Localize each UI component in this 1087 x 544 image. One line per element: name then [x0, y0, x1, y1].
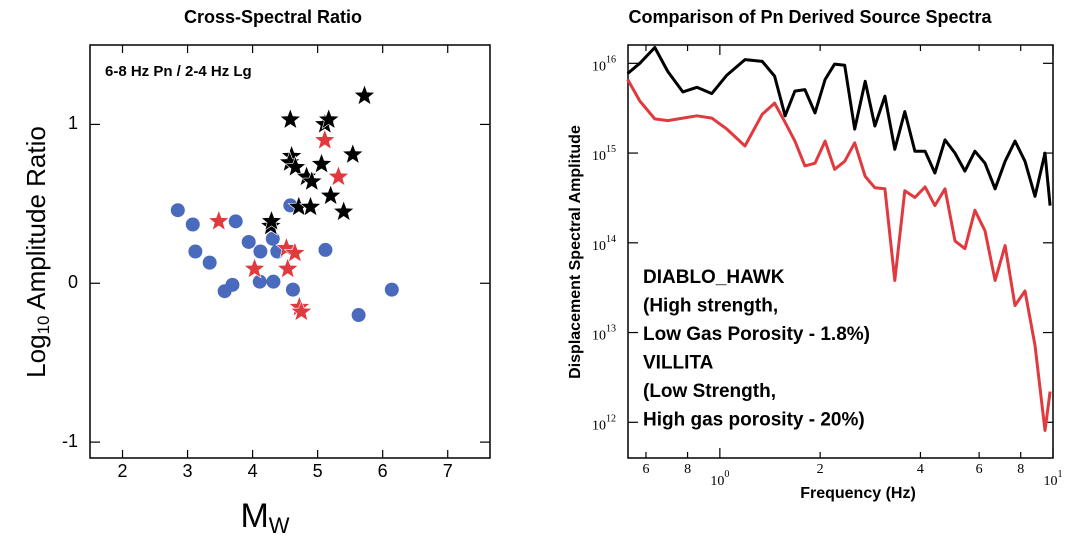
tick-label-exponent: 14 — [606, 234, 616, 245]
point — [313, 128, 337, 150]
point — [299, 195, 322, 217]
point — [318, 242, 333, 257]
x-axis-label-part: W — [269, 513, 290, 538]
point — [266, 274, 281, 289]
point — [310, 152, 333, 174]
tick-label-base: 2 — [817, 462, 824, 477]
point — [276, 257, 300, 279]
point — [228, 214, 243, 229]
point — [188, 244, 203, 259]
legend-label: VILLITA — [643, 353, 714, 374]
point — [253, 244, 268, 259]
x-axis-label: MW — [240, 497, 289, 538]
point — [317, 107, 341, 130]
tick-label-base: 10 — [710, 474, 724, 489]
tick-label-base: 10 — [592, 419, 606, 434]
point — [351, 308, 366, 323]
point — [319, 184, 342, 206]
x-tick-label: 6 — [976, 462, 983, 477]
point — [260, 209, 283, 231]
point — [332, 199, 355, 222]
line — [626, 78, 1052, 432]
x-tick-label: 4 — [917, 462, 924, 477]
x-tick-label: 2 — [118, 461, 128, 481]
y-tick-label: 1012 — [592, 414, 616, 434]
point — [279, 107, 302, 130]
x-tick-label: 3 — [183, 461, 193, 481]
x-tick-label: 6 — [642, 462, 649, 477]
legend-label: DIABLO_HAWK — [643, 267, 785, 288]
x-tick-label: 101 — [1043, 469, 1062, 489]
point — [243, 257, 266, 279]
tick-label-base: 4 — [917, 462, 924, 477]
y-axis-label: Log10 Amplitude Ratio — [21, 126, 54, 378]
x-tick-label: 2 — [817, 462, 824, 477]
tick-label-base: 10 — [592, 60, 606, 75]
x-axis-label-part: M — [240, 497, 268, 535]
point — [290, 300, 313, 322]
point — [252, 274, 267, 289]
y-tick-label: 1014 — [592, 234, 616, 254]
y-tick-label: 0 — [68, 272, 78, 292]
tick-label-base: 6 — [976, 462, 983, 477]
point — [241, 234, 256, 249]
tick-label-base: 10 — [1043, 474, 1057, 489]
point — [327, 164, 350, 187]
y-axis-label-part: Amplitude Ratio — [21, 126, 51, 315]
y-tick-label: 1015 — [592, 144, 616, 164]
x-tick-label: 7 — [443, 461, 453, 481]
tick-label-base: 10 — [592, 329, 606, 344]
point — [207, 209, 231, 231]
chart-title: Cross-Spectral Ratio — [184, 7, 362, 27]
legend-description: Low Gas Porosity - 1.8%) — [643, 324, 870, 345]
x-tick-label: 6 — [378, 461, 388, 481]
y-axis-label-part: Log — [21, 334, 51, 377]
y-tick-label: 1016 — [592, 55, 616, 75]
line — [626, 46, 1052, 206]
point — [225, 277, 240, 292]
plot-frame — [627, 44, 1054, 459]
tick-label-exponent: 1 — [1057, 469, 1062, 480]
y-tick-label: 1013 — [592, 324, 616, 344]
y-tick-label: -1 — [62, 431, 78, 451]
tick-label-exponent: 13 — [606, 324, 616, 335]
tick-label-base: 10 — [592, 149, 606, 164]
x-tick-label: 5 — [313, 461, 323, 481]
tick-label-base: 8 — [684, 462, 691, 477]
tick-label-exponent: 16 — [606, 55, 616, 66]
y-axis-label-part: 10 — [34, 316, 53, 335]
tick-label-exponent: 15 — [606, 144, 616, 155]
point — [353, 83, 376, 106]
y-tick-label: 1 — [68, 113, 78, 133]
plot-frame — [89, 44, 491, 459]
legend-description: High gas porosity - 20%) — [643, 410, 865, 431]
legend-description: (Low Strength, — [643, 381, 776, 402]
tick-label-base: 8 — [1017, 462, 1024, 477]
point — [170, 203, 185, 218]
x-tick-label: 4 — [248, 461, 258, 481]
annotation: 6-8 Hz Pn / 2-4 Hz Lg — [105, 63, 252, 80]
point — [283, 241, 307, 263]
tick-label-base: 10 — [592, 239, 606, 254]
y-axis-label: Displacement Spectral Amplitude — [567, 125, 584, 379]
x-tick-label: 100 — [710, 469, 729, 489]
point — [265, 231, 280, 246]
tick-label-base: 6 — [642, 462, 649, 477]
point — [185, 217, 200, 232]
point — [284, 155, 307, 177]
x-axis-label: Frequency (Hz) — [800, 485, 916, 502]
point — [341, 142, 365, 165]
point — [300, 169, 324, 192]
chart-title: Comparison of Pn Derived Source Spectra — [628, 7, 992, 27]
tick-label-exponent: 0 — [724, 469, 729, 480]
tick-label-exponent: 12 — [606, 414, 616, 425]
point — [285, 282, 300, 297]
point — [202, 255, 217, 270]
x-tick-label: 8 — [1017, 462, 1024, 477]
x-tick-label: 8 — [684, 462, 691, 477]
legend-description: (High strength, — [643, 296, 778, 317]
point — [384, 282, 399, 297]
